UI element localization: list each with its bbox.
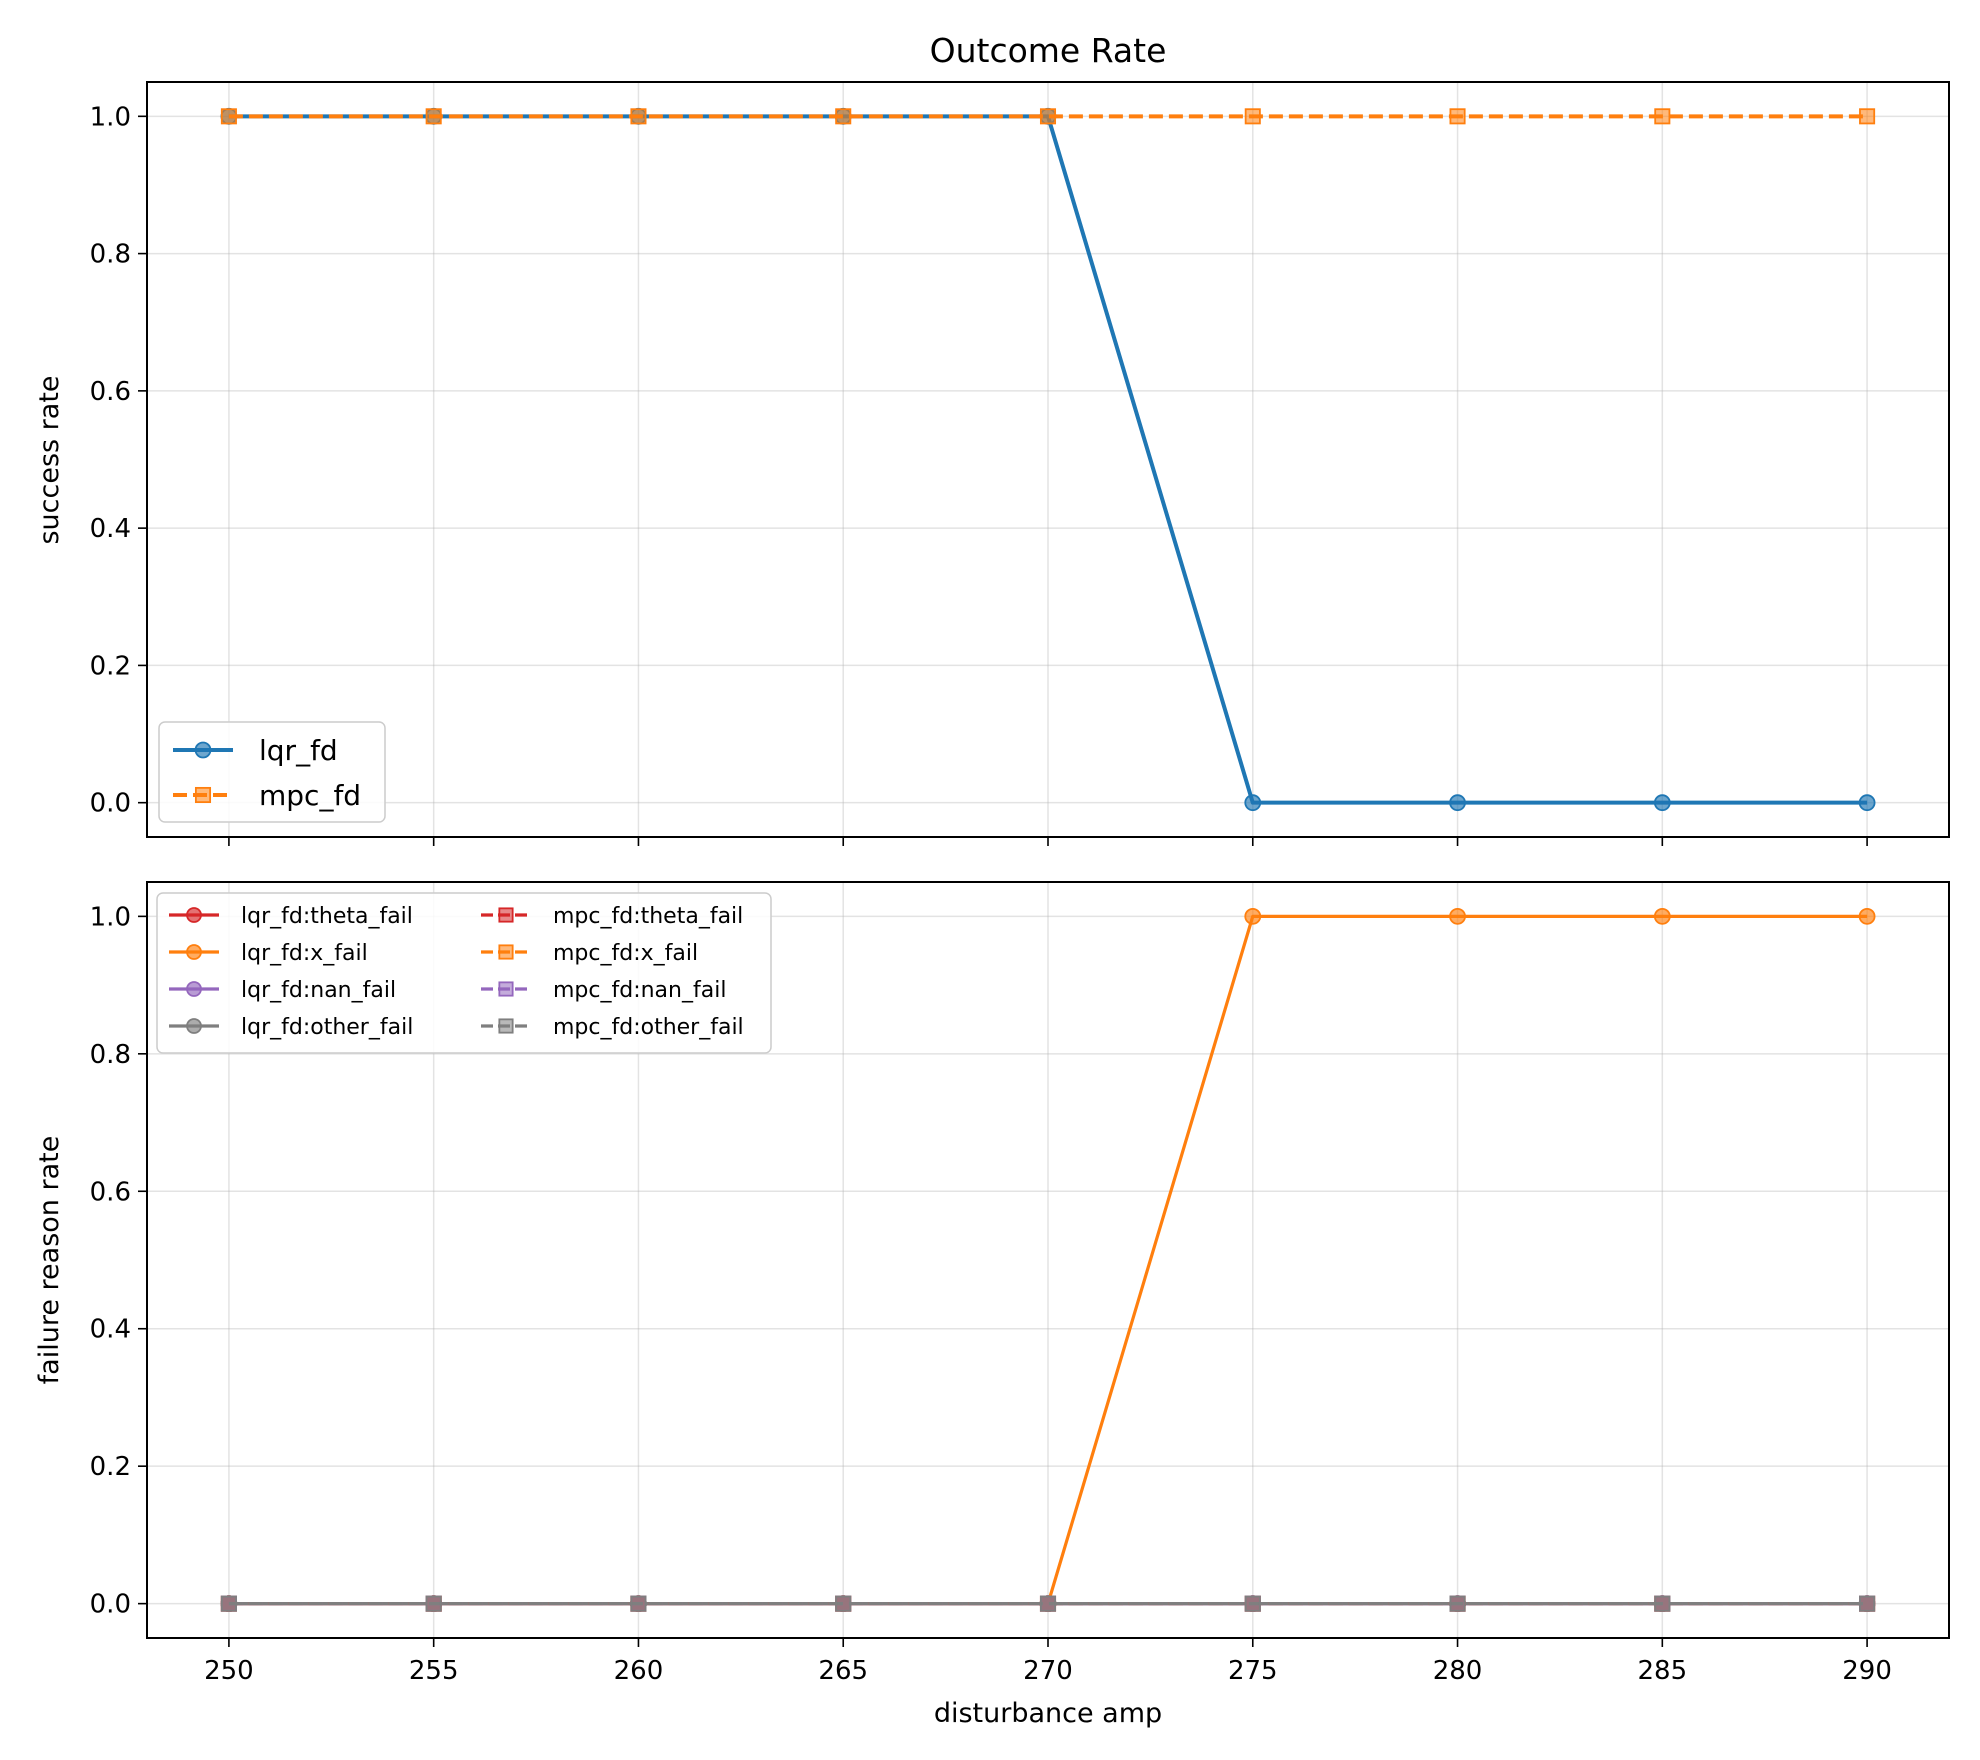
legend-label: mpc_fd:nan_fail [553,978,726,1003]
failure-reason-ylabel: failure reason rate [34,1136,65,1385]
legend-entry: mpc_fd:other_fail [481,1015,744,1040]
legend-entry: lqr_fd:nan_fail [169,978,396,1003]
y-tick-label: 0.2 [90,1452,131,1482]
data-point [835,108,852,125]
x-tick-label: 250 [204,1656,254,1686]
legend-label: lqr_fd:theta_fail [241,904,413,929]
success-rate-ticks: 0.0 0.2 0.4 0.6 0.8 1.0 [90,102,1868,846]
legend-entry: lqr_fd:other_fail [169,1015,413,1040]
x-tick-label: 260 [614,1656,664,1686]
y-tick-label: 0.2 [90,651,131,681]
y-tick-label: 1.0 [90,902,131,932]
data-point [1244,108,1261,125]
legend-entry: lqr_fd:x_fail [169,941,368,966]
legend-marker [498,981,514,997]
legend-box [156,892,772,1054]
data-point [835,1595,852,1612]
data-point [1244,907,1262,925]
success-rate-series [220,107,1876,812]
y-tick-label: 0.0 [90,1590,131,1620]
xlabel: disturbance amp [934,1698,1162,1729]
failure-reason-legend: lqr_fd:theta_fail lqr_fd:x_fail lqr_fd:nan… [156,892,772,1054]
success-rate-legend: lqr_fd mpc_fd [158,721,386,823]
y-tick-label: 0.6 [90,1177,131,1207]
legend-entry: mpc_fd:x_fail [481,941,698,966]
legend-entry: mpc_fd:nan_fail [481,978,726,1003]
data-point [1858,907,1876,925]
legend-label: mpc_fd:x_fail [553,941,698,966]
data-point [1449,907,1466,925]
data-point [1654,1595,1671,1612]
data-point [1039,1595,1057,1612]
legend-label: lqr_fd:x_fail [241,941,368,966]
y-tick-label: 0.4 [90,1315,131,1345]
legend-marker [186,981,202,997]
data-point [630,108,647,125]
y-tick-label: 1.0 [90,102,131,132]
legend-entry: mpc_fd:theta_fail [481,904,743,929]
series-mpc-fd [220,108,1876,125]
data-point [1859,108,1876,125]
data-point [425,108,442,125]
legend-marker [194,786,212,804]
legend-marker [194,741,212,759]
legend-marker [498,944,514,960]
y-tick-label: 0.8 [90,240,131,270]
failure-reason-panel: 250 255 260 265 270 275 280 285 290 0.0 0.2 0.4 0.6 0… [34,881,1950,1729]
legend-label: lqr_fd [259,734,338,767]
data-point [1244,794,1262,812]
legend-marker [186,907,202,923]
x-tick-label: 285 [1637,1656,1687,1686]
data-point [1039,108,1057,125]
x-tick-label: 290 [1842,1656,1892,1686]
data-point [1859,1595,1876,1612]
y-tick-label: 0.0 [90,789,131,819]
failure-reason-series [220,907,1876,1613]
data-point [1244,1595,1261,1612]
data-point [630,1595,647,1612]
x-tick-label: 255 [409,1656,459,1686]
x-tick-label: 275 [1228,1656,1278,1686]
legend-marker [186,1018,202,1034]
success-rate-panel: Outcome Rate 0.0 0.2 0.4 0.6 0.8 1.0 success … [34,31,1950,846]
x-tick-label: 270 [1023,1656,1073,1686]
legend-entry: mpc_fd [173,779,361,812]
chart-title: Outcome Rate [930,31,1167,70]
data-point [425,1595,442,1612]
y-tick-label: 0.8 [90,1040,131,1070]
legend-marker [498,907,514,923]
data-point [220,108,237,125]
y-tick-label: 0.4 [90,514,131,544]
data-point [1449,1595,1466,1612]
data-point [220,1595,237,1612]
data-point [1858,794,1876,812]
x-tick-label: 280 [1433,1656,1483,1686]
data-point [1654,108,1671,125]
failure-reason-ticks: 250 255 260 265 270 275 280 285 290 0.0 0.2 0.4 0.6 0… [90,902,1892,1686]
legend-label: lqr_fd:nan_fail [241,978,396,1003]
data-point [1653,794,1671,812]
success-rate-ylabel: success rate [34,375,65,544]
legend-entry: lqr_fd [173,734,338,767]
data-point [1653,907,1671,925]
x-tick-label: 265 [818,1656,868,1686]
legend-label: mpc_fd [259,779,361,812]
legend-marker [186,944,202,960]
series-mpc-fd-other-fail [220,1595,1876,1612]
legend-marker [498,1018,514,1034]
legend-label: mpc_fd:other_fail [553,1015,744,1040]
data-point [1449,108,1466,125]
legend-label: lqr_fd:other_fail [241,1015,413,1040]
y-tick-label: 0.6 [90,377,131,407]
legend-entry: lqr_fd:theta_fail [169,904,413,929]
legend-label: mpc_fd:theta_fail [553,904,743,929]
data-point [1449,794,1466,812]
